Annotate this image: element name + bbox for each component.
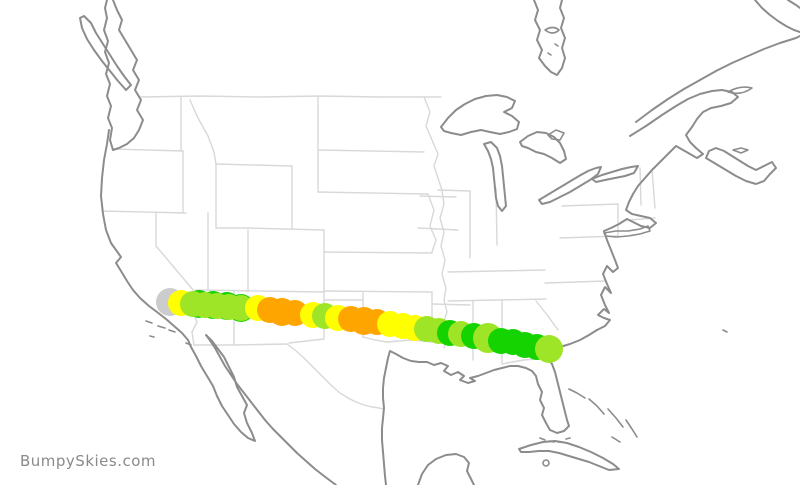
isle-of-youth (542, 459, 550, 467)
bahamas (568, 388, 638, 443)
route-layer (156, 288, 563, 363)
james-bay (533, 0, 566, 76)
route-segment-light (535, 335, 563, 363)
lake-superior (440, 94, 520, 136)
lake-huron (519, 131, 567, 164)
georgian-bay (547, 129, 565, 141)
yucatan (417, 453, 475, 485)
atlantic-coastline (545, 230, 619, 365)
gulf-coastline (381, 350, 570, 485)
prince-edward-island (732, 147, 749, 154)
st-lawrence-north-shore (635, 35, 800, 123)
lake-erie (538, 166, 602, 205)
puget-sound-coast (103, 0, 144, 151)
anticosti-island (727, 86, 753, 95)
state-borders (101, 95, 656, 410)
lake-michigan (483, 141, 507, 212)
pacific-coastline (100, 129, 337, 485)
channel-islands (145, 320, 192, 346)
bermuda (722, 329, 728, 333)
nova-scotia (705, 147, 777, 185)
vancouver-island (79, 15, 132, 91)
coastlines (79, 0, 800, 485)
bumpyskies-watermark: BumpySkies.com (20, 452, 157, 470)
long-island (603, 225, 651, 238)
cuba (518, 440, 620, 471)
northeast-coastline (603, 89, 739, 232)
lake-ontario (591, 165, 639, 183)
